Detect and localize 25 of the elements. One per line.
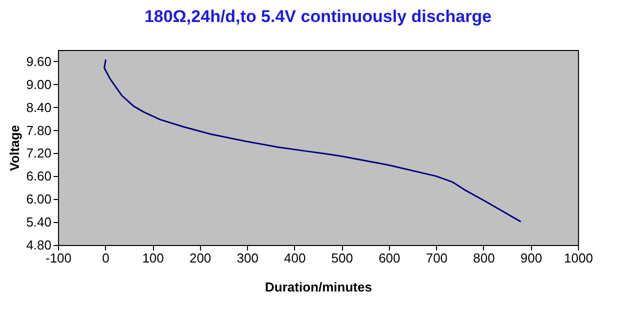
y-tick-label: 9.60 (26, 54, 52, 69)
y-tick-label: 5.40 (26, 214, 52, 230)
x-tick-label: 400 (284, 250, 306, 266)
y-tick-label: 7.20 (26, 146, 52, 161)
x-tick-label: 800 (473, 250, 495, 266)
y-tick-label: 6.60 (26, 168, 52, 184)
y-tick-label: 6.00 (26, 192, 52, 207)
y-tick-label: 9.00 (26, 76, 52, 92)
x-tick-label: 1000 (564, 250, 593, 266)
x-axis-title: Duration/minutes (265, 280, 372, 294)
x-tick-label: -100 (45, 250, 72, 266)
y-axis-title: Voltage (7, 125, 22, 171)
y-tick-label: 4.80 (26, 238, 52, 252)
x-tick-label: 600 (378, 250, 400, 266)
x-tick-label: 200 (189, 250, 212, 266)
y-tick-label: 8.40 (26, 100, 52, 115)
line-series (104, 58, 522, 222)
x-tick-label: 500 (331, 250, 353, 266)
x-tick-label: 0 (102, 250, 110, 266)
x-tick-label: 700 (426, 250, 448, 266)
x-tick-label: 300 (236, 250, 258, 266)
y-tick-label: 7.80 (26, 122, 52, 138)
x-tick-label: 900 (520, 250, 542, 266)
chart-title: 180Ω,24h/d,to 5.4V continuously discharge (144, 7, 492, 26)
x-tick-label: 100 (142, 250, 164, 266)
